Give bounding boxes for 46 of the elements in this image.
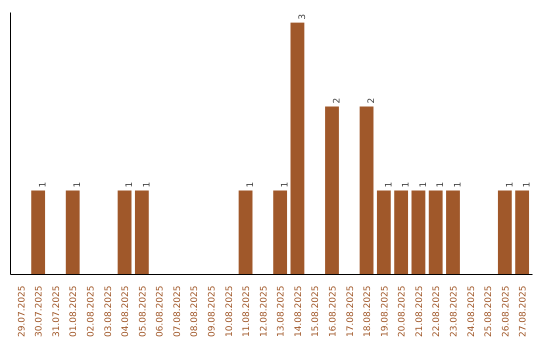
data-label: 1 — [73, 182, 84, 188]
x-tick-label: 12.08.2025 — [259, 286, 270, 338]
x-tick-label: 14.08.2025 — [294, 286, 304, 338]
data-label: 1 — [522, 182, 533, 188]
x-tick-label: 22.08.2025 — [432, 286, 442, 338]
data-label: 1 — [418, 182, 429, 188]
x-tick-label: 19.08.2025 — [380, 286, 390, 338]
x-tick-label: 23.08.2025 — [449, 286, 460, 338]
data-label: 1 — [38, 182, 49, 188]
x-tick-label: 08.08.2025 — [190, 286, 200, 338]
x-tick-label: 16.08.2025 — [328, 286, 338, 338]
data-label: 1 — [384, 182, 394, 188]
x-tick-label: 04.08.2025 — [121, 286, 132, 338]
data-label: 1 — [505, 182, 516, 188]
data-label: 3 — [298, 14, 308, 20]
x-tick-label: 06.08.2025 — [156, 286, 166, 338]
x-tick-label: 26.08.2025 — [501, 286, 512, 338]
x-tick-label: 20.08.2025 — [398, 286, 408, 338]
x-tick-label: 30.07.2025 — [34, 286, 45, 338]
x-tick-label: 07.08.2025 — [172, 286, 183, 338]
data-label: 1 — [436, 182, 446, 188]
x-tick-label: 13.08.2025 — [276, 286, 287, 338]
x-tick-label: 27.08.2025 — [518, 286, 529, 338]
data-label: 1 — [142, 182, 152, 188]
x-tick-label: 24.08.2025 — [466, 286, 477, 338]
x-tick-label: 01.08.2025 — [69, 286, 80, 338]
x-tick-label: 29.07.2025 — [17, 286, 28, 338]
x-tick-label: 25.08.2025 — [484, 286, 494, 338]
x-tick-label: 18.08.2025 — [363, 286, 374, 338]
x-tick-label: 11.08.2025 — [242, 286, 252, 338]
data-label: 1 — [280, 182, 291, 188]
x-tick-label: 21.08.2025 — [414, 286, 425, 338]
data-label: 1 — [453, 182, 464, 188]
data-label: 2 — [332, 98, 342, 104]
x-tick-label: 09.08.2025 — [208, 286, 218, 338]
x-tick-label: 10.08.2025 — [224, 286, 235, 338]
x-tick-label: 03.08.2025 — [104, 286, 114, 338]
x-tick-label: 15.08.2025 — [311, 286, 322, 338]
x-tick-label: 31.07.2025 — [52, 286, 62, 338]
x-tick-label: 02.08.2025 — [86, 286, 97, 338]
x-tick-label: 05.08.2025 — [138, 286, 148, 338]
data-label: 1 — [125, 182, 136, 188]
data-label: 2 — [367, 98, 378, 104]
data-label: 1 — [246, 182, 256, 188]
x-tick-label: 17.08.2025 — [346, 286, 356, 338]
data-label: 1 — [402, 182, 412, 188]
